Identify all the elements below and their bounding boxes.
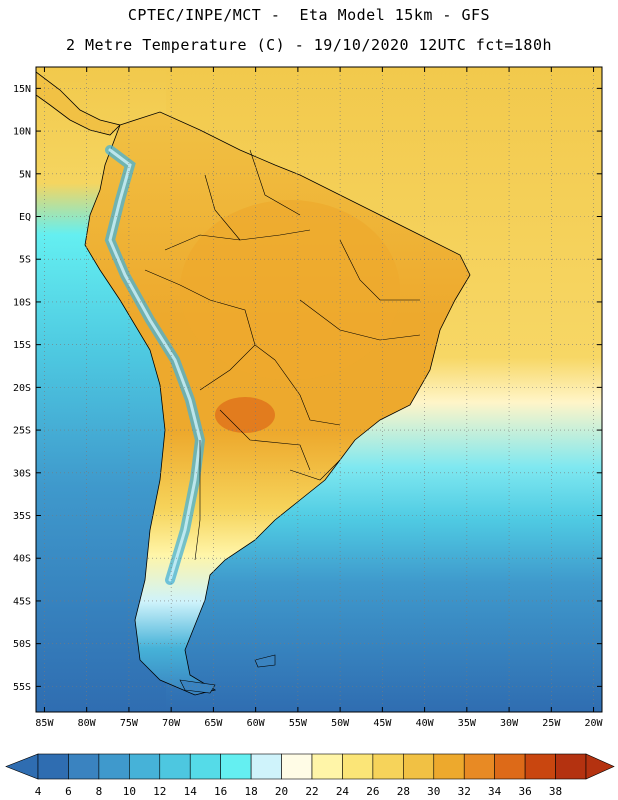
map-title-line-2: 2 Metre Temperature (C) - 19/10/2020 12U… [65, 36, 553, 54]
country-borders [144, 149, 421, 561]
central-america-landmass [36, 71, 121, 136]
legend-value: 28 [397, 785, 410, 798]
legend-value: 10 [123, 785, 136, 798]
longitude-label: 30W [500, 718, 519, 729]
latitude-label: 45S [13, 596, 31, 607]
legend-bar [5, 753, 615, 780]
legend-value: 8 [96, 785, 103, 798]
latitude-label: EQ [19, 212, 31, 223]
longitude-label: 40W [416, 718, 435, 729]
legend-swatch [129, 753, 161, 780]
legend-swatch [311, 753, 343, 780]
latitude-label: 10N [13, 127, 31, 138]
latitude-label: 40S [13, 554, 31, 565]
legend-value: 20 [275, 785, 288, 798]
latitude-labels: 15N 10N 5N EQ 5S 10S 15S 20S 25S 30S 35S 40S 45S 50S 5… [13, 84, 602, 693]
legend-swatch [494, 753, 526, 780]
hot-region [180, 200, 400, 380]
legend-value: 38 [549, 785, 562, 798]
longitude-label: 60W [247, 718, 266, 729]
longitude-label: 25W [542, 718, 561, 729]
legend-swatch [433, 753, 465, 780]
latitude-label: 30S [13, 468, 31, 479]
legend-value: 36 [518, 785, 531, 798]
longitude-labels: 85W 80W 75W 70W 65W 60W 55W 50W 45W 40W 35W 30W 25W 2… [35, 67, 604, 729]
longitude-label: 20W [585, 718, 604, 729]
legend-swatch [250, 753, 282, 780]
legend-swatch [372, 753, 404, 780]
legend-value: 18 [244, 785, 257, 798]
legend-value: 34 [488, 785, 502, 798]
legend-low-arrow [5, 753, 39, 780]
latitude-label: 15N [13, 84, 31, 95]
hottest-region [215, 397, 275, 433]
latitude-label: 35S [13, 511, 31, 522]
legend-value: 30 [427, 785, 440, 798]
legend-swatch [68, 753, 100, 780]
longitude-label: 80W [78, 718, 97, 729]
temperature-map: 15N 10N 5N EQ 5S 10S 15S 20S 25S 30S 35S 40S 45S 50S 5… [13, 66, 604, 729]
legend-swatch [463, 753, 495, 780]
latitude-label: 10S [13, 297, 31, 308]
legend-labels: 4 6 8 10 12 14 16 18 20 22 24 26 28 30 32 34 36 38 [35, 785, 562, 798]
legend-swatch [555, 753, 587, 780]
legend-high-arrow [585, 753, 615, 780]
legend-swatch [37, 753, 69, 780]
falkland-islands [254, 654, 276, 668]
legend-value: 14 [184, 785, 198, 798]
longitude-label: 70W [162, 718, 181, 729]
legend-swatch [403, 753, 435, 780]
legend-swatch [159, 753, 191, 780]
longitude-label: 35W [458, 718, 477, 729]
longitude-label: 85W [35, 718, 54, 729]
legend-swatch [98, 753, 130, 780]
legend-swatch [524, 753, 556, 780]
legend-value: 26 [366, 785, 379, 798]
latitude-label: 15S [13, 340, 31, 351]
legend-value: 16 [214, 785, 227, 798]
legend-swatch [342, 753, 374, 780]
latitude-label: 20S [13, 383, 31, 394]
legend-value: 12 [153, 785, 166, 798]
tierra-del-fuego [179, 679, 216, 694]
latitude-label: 50S [13, 639, 31, 650]
longitude-label: 45W [373, 718, 392, 729]
legend-value: 32 [458, 785, 471, 798]
map-frame [35, 66, 603, 713]
map-field [36, 67, 602, 712]
latitude-label: 5N [19, 169, 31, 180]
legend-swatch [220, 753, 252, 780]
longitude-label: 55W [289, 718, 308, 729]
map-title-line-1: CPTEC/INPE/MCT - Eta Model 15km - GFS [127, 6, 491, 24]
latitude-label: 55S [13, 682, 31, 693]
legend-value: 4 [35, 785, 42, 798]
longitude-label: 50W [331, 718, 350, 729]
legend-swatch [281, 753, 313, 780]
latitude-label: 5S [19, 255, 31, 266]
legend-swatch [189, 753, 221, 780]
longitude-label: 75W [120, 718, 139, 729]
andes-ridge [108, 148, 202, 582]
longitude-label: 65W [204, 718, 223, 729]
legend-value: 24 [336, 785, 350, 798]
legend-value: 22 [305, 785, 318, 798]
legend-value: 6 [65, 785, 72, 798]
latitude-label: 25S [13, 426, 31, 437]
